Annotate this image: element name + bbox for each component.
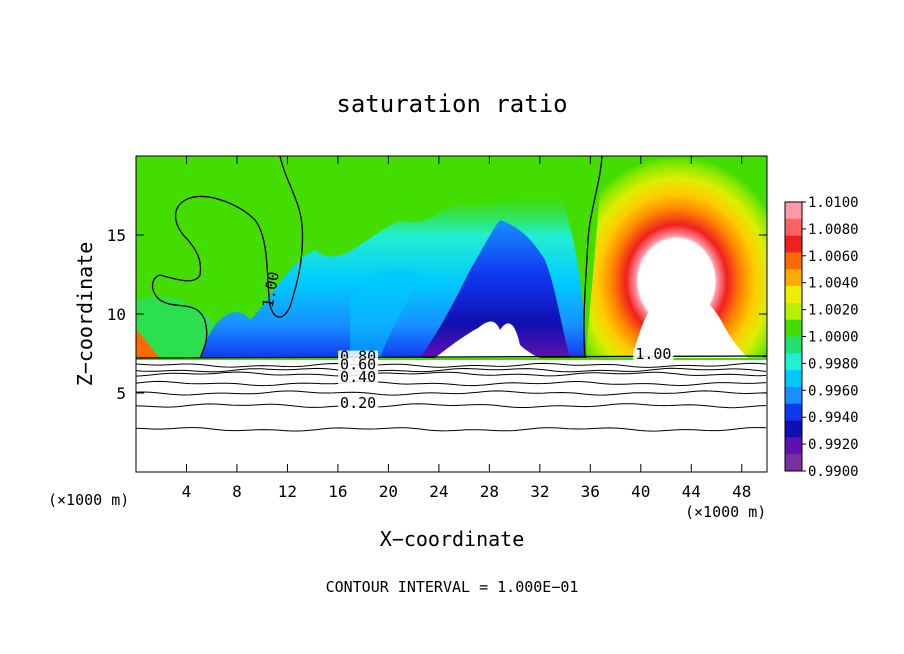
colorbar-label: 1.0020 [808, 303, 859, 319]
contour-line-0.2 [136, 403, 767, 409]
contour-label-bg [338, 397, 379, 411]
white-region-mid [435, 321, 540, 358]
contour-line-0.7 [136, 367, 767, 373]
colorbar-swatch [785, 420, 802, 438]
colorbar-swatch [785, 454, 802, 472]
colorbar-swatch [785, 386, 802, 405]
colorbar-swatch [785, 370, 802, 388]
colorbar-label: 0.9920 [808, 437, 859, 453]
colorbar-label: 1.0060 [808, 249, 859, 265]
contour-label-bg [338, 371, 379, 385]
contour-label: 0.20 [340, 394, 376, 412]
contour-label: 0.40 [340, 368, 376, 386]
y-tick-label: 10 [107, 305, 126, 324]
x-tick-label: 12 [278, 482, 297, 501]
x-tick-label: 40 [631, 482, 650, 501]
x-tick-label: 16 [328, 482, 347, 501]
contour-interval-note: CONTOUR INTERVAL = 1.000E−01 [326, 578, 579, 596]
colorbar-swatch [785, 336, 802, 354]
field-warm-right [586, 156, 767, 358]
x-tick-label: 4 [182, 482, 192, 501]
colorbar-swatch [785, 437, 802, 455]
contour-labels: 1.001.000.800.600.400.20 [259, 270, 674, 412]
colorbar-swatch [785, 218, 802, 237]
chart-title: saturation ratio [336, 90, 567, 118]
x-tick-label: 28 [480, 482, 499, 501]
contour-1.00-right [583, 156, 603, 359]
colorbar-label: 0.9980 [808, 356, 859, 372]
colorbar: 1.0100 1.0080 1.0060 1.0040 1.0020 1.0000 0.99… [784, 195, 859, 480]
x-tick-label: 8 [232, 482, 242, 501]
colorbar-swatch [785, 353, 802, 371]
x-tick-label: 24 [429, 482, 448, 501]
colorbar-label: 1.0100 [808, 195, 859, 211]
contour-1.00-left [151, 156, 304, 359]
y-tick-label: 5 [116, 384, 126, 403]
x-tick-label: 48 [732, 482, 751, 501]
colorbar-swatch [785, 252, 802, 270]
contour-label: 1.00 [635, 345, 671, 363]
x-tick-label: 20 [379, 482, 398, 501]
contour-label-bg [338, 358, 379, 372]
contour-line-0.8 [136, 362, 767, 368]
colorbar-label: 1.0040 [808, 276, 859, 292]
colorbar-label: 0.9960 [808, 383, 859, 399]
colorbar-swatch [785, 235, 802, 253]
colorbar-label: 1.0080 [808, 222, 859, 238]
contour-line-0.1 [136, 427, 767, 432]
colorbar-swatch [785, 302, 802, 321]
y-axis-ticks: 5 10 15 [107, 226, 767, 403]
plot-area [136, 156, 767, 472]
field-blue-core [420, 220, 570, 358]
y-axis-label: Z−coordinate [73, 242, 97, 387]
subsurface-contours [136, 362, 767, 432]
colorbar-swatch [785, 403, 802, 422]
colorbar-swatch [785, 319, 802, 337]
x-unit-right: (×1000 m) [685, 503, 766, 521]
contour-line-0.3 [136, 390, 767, 396]
colorbar-label: 0.9940 [808, 410, 859, 426]
contour-label: 1.00 [259, 270, 283, 309]
colorbar-label: 0.9900 [808, 464, 859, 480]
contour-label-bg [633, 348, 674, 362]
x-unit-left: (×1000 m) [48, 491, 129, 509]
white-region-right [632, 289, 748, 358]
field-cyan-band [350, 268, 420, 358]
contour-label: 0.60 [340, 356, 376, 374]
x-axis-label: X−coordinate [380, 527, 525, 551]
contour-line-0.4 [136, 380, 767, 387]
field-warm-left-edge [136, 330, 160, 358]
colorbar-label: 1.0000 [808, 330, 859, 346]
colorbar-swatch [785, 269, 802, 287]
colorbar-swatch [785, 286, 802, 304]
colorbar-swatch [785, 202, 802, 220]
x-tick-label: 44 [682, 482, 701, 501]
contour-line-0.6 [136, 371, 767, 377]
x-axis-ticks: 4 8 12 16 20 24 28 32 36 40 44 48 [182, 156, 751, 501]
x-tick-label: 36 [581, 482, 600, 501]
y-tick-label: 15 [107, 226, 126, 245]
x-tick-label: 32 [530, 482, 549, 501]
